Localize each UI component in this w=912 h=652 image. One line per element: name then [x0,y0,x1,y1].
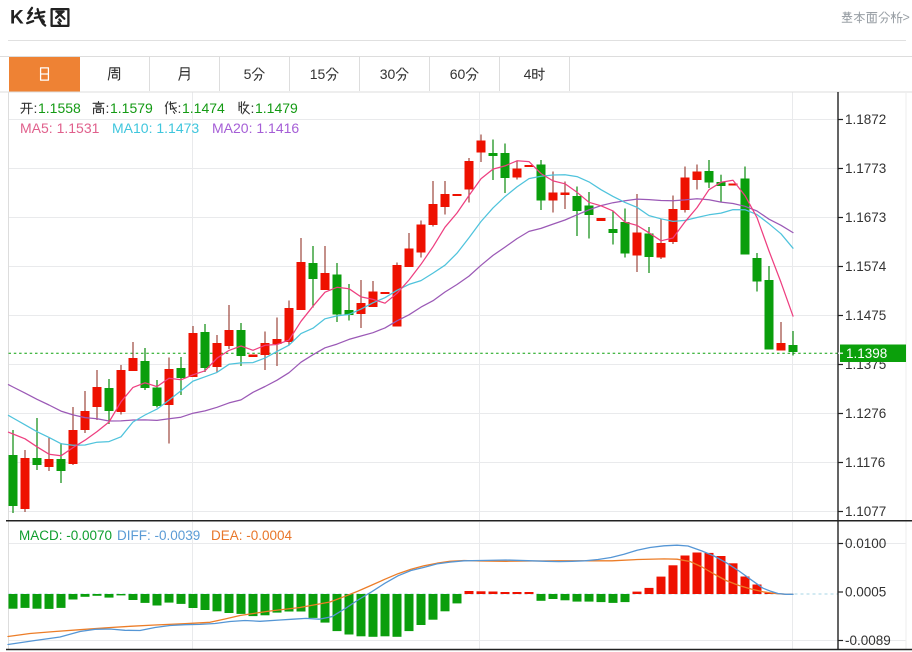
svg-text:1.1474: 1.1474 [182,100,225,116]
svg-text:1.1176: 1.1176 [845,455,885,470]
svg-text:K: K [10,8,24,29]
svg-text:1.1077: 1.1077 [845,504,886,519]
svg-text:0.0005: 0.0005 [845,585,886,600]
svg-text:1.1574: 1.1574 [845,259,887,274]
svg-text:1.1579: 1.1579 [110,100,153,116]
svg-text:1.1773: 1.1773 [845,161,886,176]
svg-text:1.1479: 1.1479 [255,100,298,116]
svg-text::: : [251,100,255,116]
svg-text:15: 15 [310,66,326,82]
svg-text:1.1475: 1.1475 [845,308,886,323]
svg-text:4: 4 [524,66,532,82]
svg-text::: : [106,100,110,116]
svg-text:1.1872: 1.1872 [845,112,886,127]
svg-text:1.1558: 1.1558 [38,100,81,116]
svg-text:1.1673: 1.1673 [845,210,886,225]
svg-text:-0.0089: -0.0089 [845,633,891,648]
svg-text:30: 30 [380,66,396,82]
svg-text::: : [34,100,38,116]
svg-text:>: > [903,11,910,25]
svg-text:60: 60 [450,66,466,82]
svg-text:5: 5 [244,66,252,82]
svg-text:1.1398: 1.1398 [846,346,887,361]
svg-text:1.1276: 1.1276 [845,406,886,421]
svg-text::: : [178,100,182,116]
svg-text:0.0100: 0.0100 [845,536,886,551]
